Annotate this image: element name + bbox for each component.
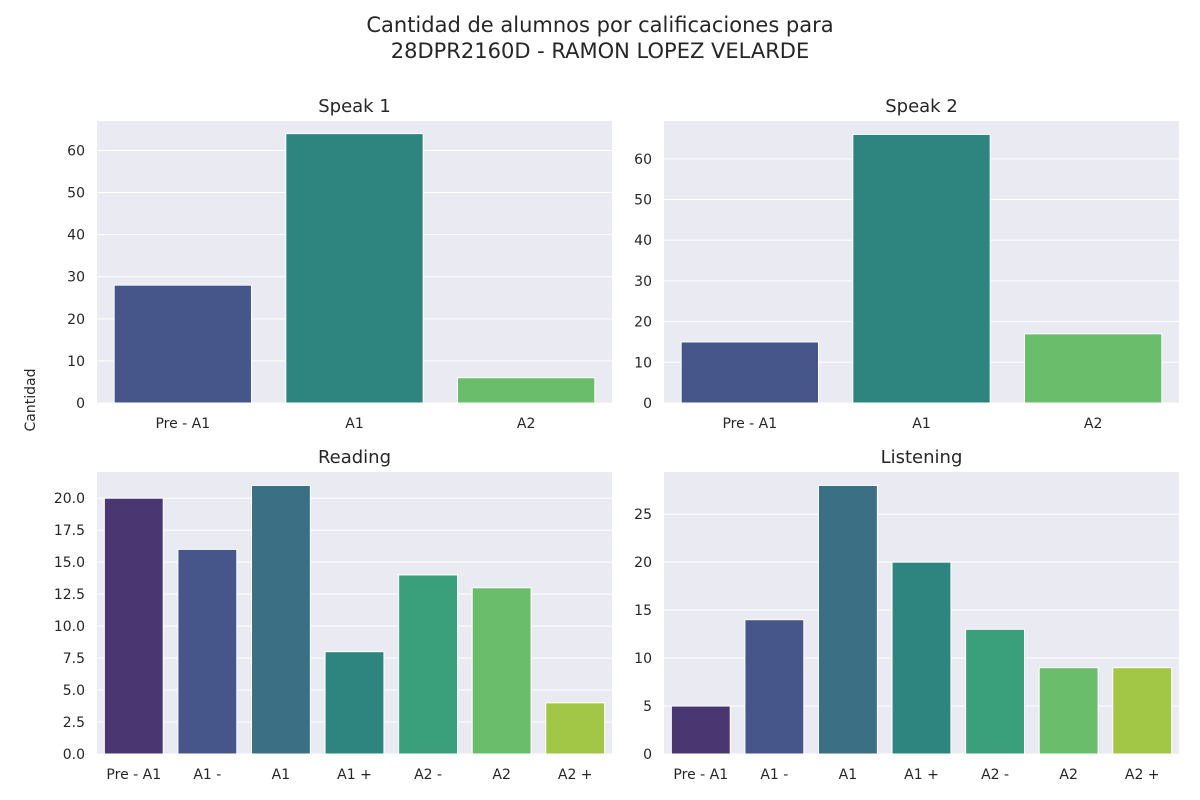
y-tick-label: 50 (67, 186, 85, 202)
y-tick-label: 0 (643, 396, 652, 412)
y-tick-label: 15.0 (54, 555, 85, 571)
y-tick-label: 20 (634, 315, 652, 331)
chart-title: Speak 2 (885, 96, 958, 117)
x-tick-label: A1 - (760, 767, 788, 783)
y-tick-label: 30 (67, 270, 85, 286)
x-tick-label: A2 (517, 416, 535, 432)
y-tick-label: 10 (634, 355, 652, 371)
bar (818, 484, 878, 755)
bar (113, 284, 252, 404)
bar (177, 548, 238, 755)
x-tick-label: A2 + (1125, 767, 1160, 783)
chart-panel-1: 0 10 20 30 40 50 60 Pre - A1 A1 A2 Speak 1 (67, 96, 612, 432)
bar (965, 628, 1026, 755)
x-tick-label: Pre - A1 (722, 416, 777, 432)
x-tick-label: A1 + (904, 767, 939, 783)
y-tick-label: 15 (634, 603, 652, 619)
x-tick-label: A2 - (414, 767, 442, 783)
bar (1024, 333, 1163, 404)
x-tick-label: A1 - (193, 767, 221, 783)
bar (852, 133, 991, 404)
bar (457, 377, 596, 404)
y-tick-label: 17.5 (54, 523, 85, 539)
x-tick-label: A1 + (337, 767, 372, 783)
x-tick-label: A1 (839, 767, 857, 783)
y-tick-label: 20 (634, 555, 652, 571)
bar (1038, 667, 1099, 755)
bar (744, 619, 805, 755)
y-tick-label: 25 (634, 507, 652, 523)
bar (398, 574, 458, 755)
x-tick-label: A2 (1084, 416, 1102, 432)
y-tick-label: 20 (67, 312, 85, 328)
x-tick-label: A1 (345, 416, 363, 432)
bar (670, 705, 731, 755)
chart-panel-3: 0.0 2.5 5.0 7.5 10.0 12.5 15.0 17.5 20.0 Pre - A1… (54, 447, 612, 783)
y-tick-label: 60 (634, 152, 652, 168)
y-tick-label: 40 (634, 233, 652, 249)
y-tick-label: 12.5 (54, 587, 85, 603)
y-tick-label: 10 (67, 354, 85, 370)
bar (891, 561, 952, 755)
y-tick-label: 0.0 (63, 747, 85, 763)
chart-panel-4: 0 5 10 15 20 25 Pre - A1 A1 - A1 A1 + A2 - A2 A2 + Li… (634, 447, 1179, 783)
x-tick-label: A2 - (981, 767, 1009, 783)
y-tick-label: 0 (76, 396, 85, 412)
y-tick-label: 30 (634, 274, 652, 290)
y-tick-label: 0 (643, 747, 652, 763)
bar (680, 341, 820, 404)
x-tick-label: A2 (492, 767, 510, 783)
x-tick-label: Pre - A1 (673, 767, 728, 783)
y-tick-label: 10.0 (54, 619, 85, 635)
x-tick-label: Pre - A1 (106, 767, 161, 783)
y-tick-label: 60 (67, 143, 85, 159)
y-tick-label: 40 (67, 228, 85, 244)
y-tick-label: 50 (634, 193, 652, 209)
bar (471, 587, 532, 755)
x-tick-label: A2 + (558, 767, 593, 783)
x-tick-label: Pre - A1 (155, 416, 210, 432)
bar (545, 702, 606, 755)
y-tick-label: 7.5 (63, 651, 85, 667)
y-tick-label: 5 (643, 699, 652, 715)
y-tick-label: 2.5 (63, 715, 85, 731)
y-tick-label: 10 (634, 651, 652, 667)
x-tick-label: A1 (272, 767, 290, 783)
bar (324, 651, 385, 755)
y-tick-label: 5.0 (63, 683, 85, 699)
chart-title: Speak 1 (318, 96, 391, 117)
bar (103, 497, 164, 755)
chart-title: Listening (881, 447, 963, 468)
y-tick-label: 20.0 (54, 491, 85, 507)
figure-title: Cantidad de alumnos por calificaciones p… (366, 13, 834, 63)
x-tick-label: A2 (1059, 767, 1077, 783)
bar (285, 133, 424, 404)
x-tick-label: A1 (912, 416, 930, 432)
chart-title: Reading (318, 447, 391, 468)
bar (1112, 667, 1173, 755)
chart-panel-2: 0 10 20 30 40 50 60 Pre - A1 A1 A2 Speak 2 (634, 96, 1179, 432)
bar (251, 484, 311, 755)
